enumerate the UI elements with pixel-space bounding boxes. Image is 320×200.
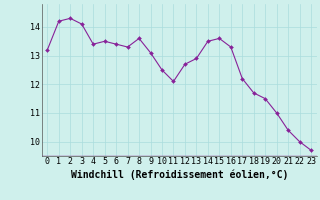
X-axis label: Windchill (Refroidissement éolien,°C): Windchill (Refroidissement éolien,°C) [70,169,288,180]
